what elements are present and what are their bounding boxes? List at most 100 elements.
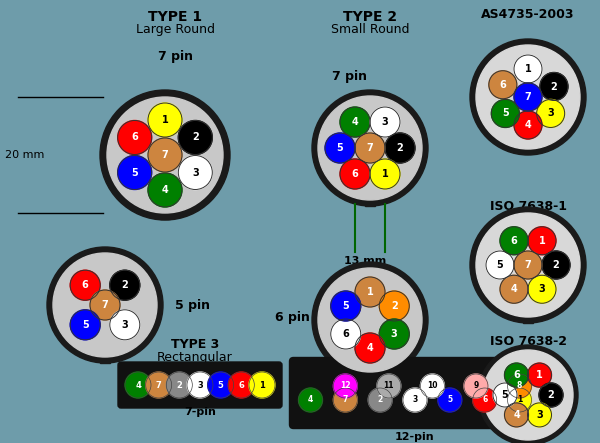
Text: 4: 4 (367, 343, 373, 353)
Text: 2: 2 (553, 260, 559, 270)
Text: 2: 2 (548, 390, 554, 400)
Text: 8: 8 (517, 381, 522, 390)
Text: 4: 4 (513, 410, 520, 420)
Text: 9: 9 (473, 381, 479, 390)
Circle shape (70, 310, 100, 340)
Text: 5: 5 (447, 396, 452, 404)
Text: 20 mm: 20 mm (5, 150, 44, 160)
Bar (100, 353, 110, 363)
Text: 1: 1 (259, 381, 265, 389)
Text: 6: 6 (499, 80, 506, 90)
Circle shape (403, 388, 427, 412)
Text: 2: 2 (121, 280, 128, 290)
Circle shape (514, 111, 542, 139)
Text: 6: 6 (238, 381, 244, 389)
Circle shape (385, 133, 415, 163)
Text: 5: 5 (343, 301, 349, 311)
Text: 4: 4 (524, 120, 532, 130)
Circle shape (100, 90, 230, 220)
Circle shape (473, 388, 497, 412)
Text: 5 pin: 5 pin (175, 299, 210, 311)
Text: 4: 4 (161, 185, 169, 195)
Text: 7: 7 (101, 300, 109, 310)
Circle shape (118, 120, 152, 155)
Circle shape (528, 275, 556, 303)
Circle shape (110, 310, 140, 340)
Circle shape (334, 374, 358, 398)
Bar (365, 196, 375, 206)
Text: 7 pin: 7 pin (332, 70, 367, 83)
Circle shape (493, 383, 517, 407)
Circle shape (318, 268, 422, 372)
Circle shape (299, 388, 323, 412)
Circle shape (505, 403, 529, 427)
Text: 6: 6 (82, 280, 89, 290)
Circle shape (355, 333, 385, 363)
Bar (160, 209, 170, 219)
Circle shape (379, 319, 409, 349)
Circle shape (370, 159, 400, 189)
Text: 7-pin: 7-pin (184, 407, 216, 417)
Bar (365, 368, 375, 378)
Text: 6 pin: 6 pin (275, 311, 310, 325)
Text: 6: 6 (352, 169, 358, 179)
Text: 6: 6 (511, 236, 517, 246)
Text: 3: 3 (412, 396, 418, 404)
Text: 1: 1 (382, 169, 388, 179)
Circle shape (166, 372, 193, 398)
Circle shape (312, 262, 428, 378)
Circle shape (70, 270, 100, 300)
Circle shape (483, 350, 573, 440)
Circle shape (340, 107, 370, 137)
Text: 2: 2 (397, 143, 403, 153)
Text: 3: 3 (192, 167, 199, 178)
Text: 5: 5 (502, 390, 508, 400)
Text: TYPE 1: TYPE 1 (148, 10, 202, 24)
Text: 4: 4 (511, 284, 517, 294)
Text: ISO 7638-1: ISO 7638-1 (490, 200, 566, 213)
Circle shape (318, 96, 422, 200)
Text: 1: 1 (524, 64, 532, 74)
Circle shape (500, 227, 528, 255)
Text: 7: 7 (343, 396, 348, 404)
Circle shape (331, 319, 361, 349)
Circle shape (476, 45, 580, 149)
Text: 2: 2 (551, 82, 557, 92)
Text: 11: 11 (383, 381, 394, 390)
Circle shape (379, 291, 409, 321)
Circle shape (331, 291, 361, 321)
Text: 12: 12 (340, 381, 350, 390)
Text: 7: 7 (524, 92, 532, 102)
Circle shape (146, 372, 172, 398)
Text: Large Round: Large Round (136, 23, 215, 36)
Circle shape (187, 372, 213, 398)
Text: 1: 1 (161, 115, 169, 125)
Text: 10: 10 (427, 381, 437, 390)
Text: 3: 3 (121, 320, 128, 330)
Circle shape (334, 388, 358, 412)
Circle shape (110, 270, 140, 300)
Circle shape (355, 277, 385, 307)
Text: 2: 2 (176, 381, 182, 389)
Text: 1: 1 (517, 396, 522, 404)
Circle shape (476, 213, 580, 317)
Circle shape (249, 372, 275, 398)
Circle shape (312, 90, 428, 206)
Circle shape (491, 100, 520, 128)
Text: 4: 4 (308, 396, 313, 404)
Text: 5: 5 (218, 381, 224, 389)
Circle shape (178, 155, 212, 190)
Circle shape (325, 133, 355, 163)
Circle shape (208, 372, 233, 398)
Circle shape (355, 133, 385, 163)
Circle shape (527, 363, 551, 387)
Text: 5: 5 (82, 320, 89, 330)
Text: TYPE 3: TYPE 3 (171, 338, 219, 351)
Circle shape (438, 388, 462, 412)
Circle shape (229, 372, 254, 398)
Circle shape (107, 97, 223, 213)
Circle shape (148, 138, 182, 172)
FancyBboxPatch shape (290, 358, 541, 428)
Text: 3: 3 (547, 109, 554, 118)
Text: 1: 1 (367, 287, 373, 297)
